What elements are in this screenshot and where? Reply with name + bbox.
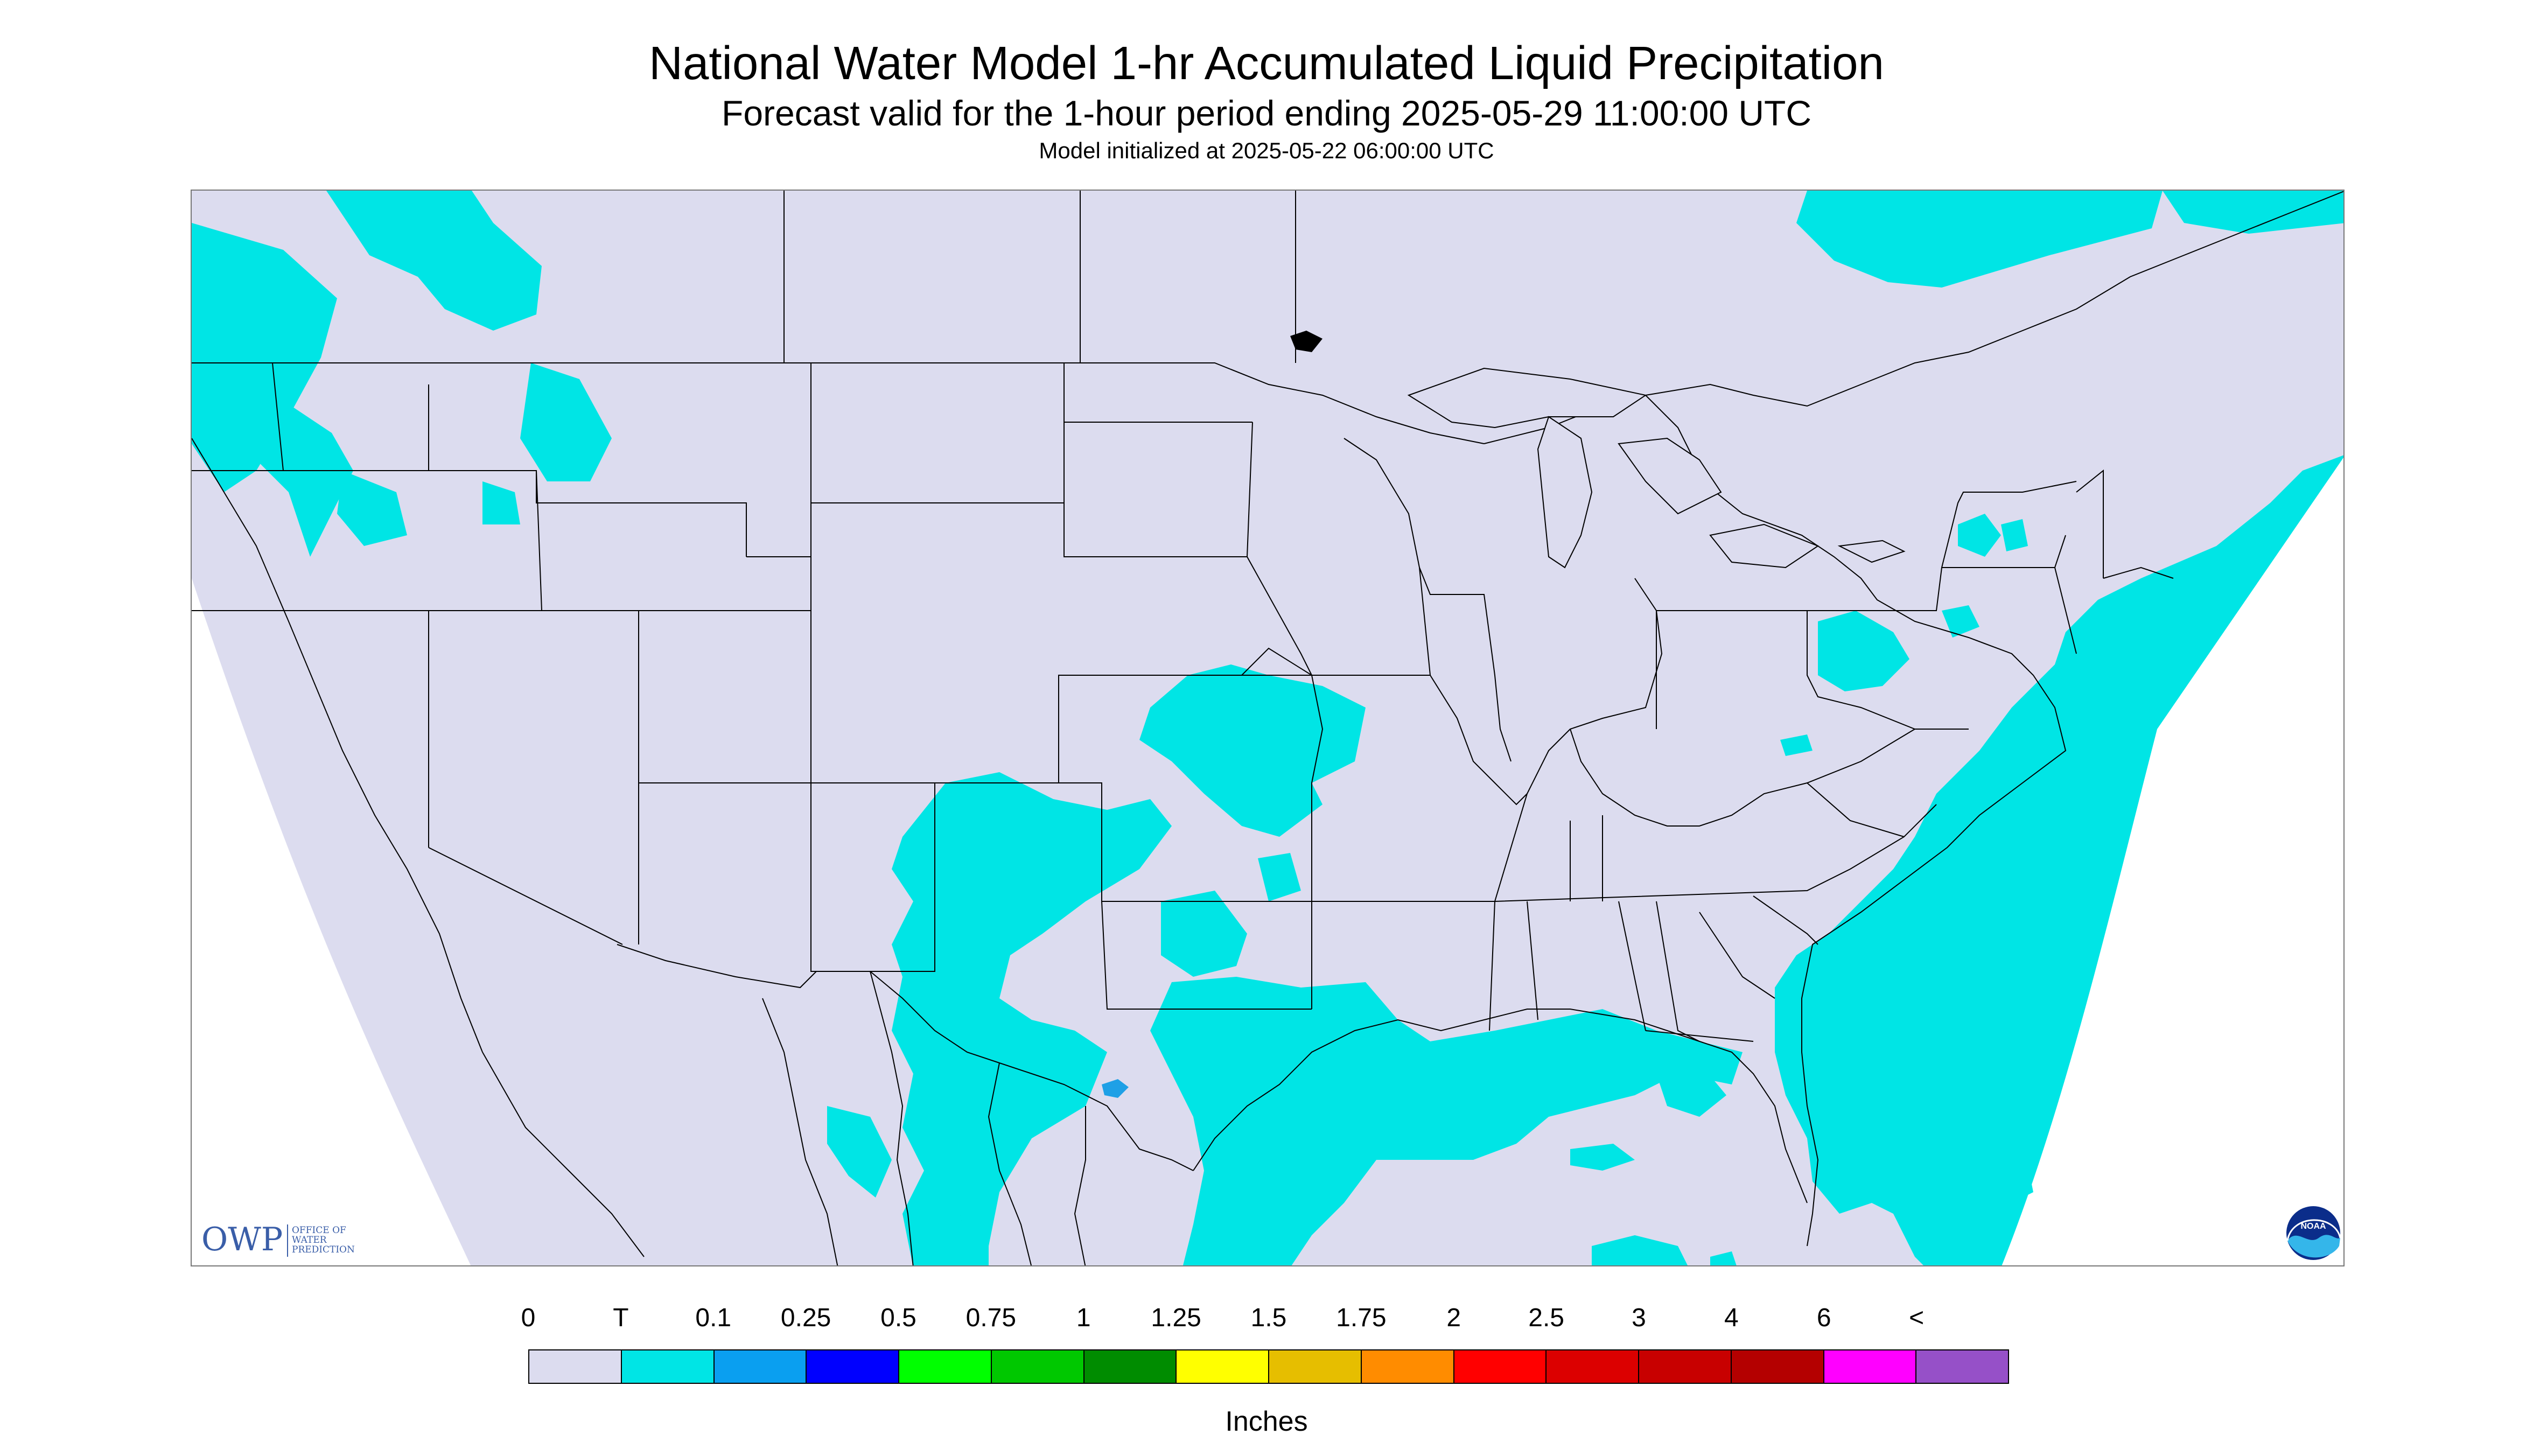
legend-swatch xyxy=(1361,1350,1454,1383)
map-subtitle: Forecast valid for the 1-hour period end… xyxy=(722,93,1811,133)
lake-of-the-woods xyxy=(1290,331,1323,352)
legend-swatch xyxy=(1916,1350,2008,1383)
legend-tick-label: 3 xyxy=(1632,1304,1646,1332)
legend-tick-label: 0.75 xyxy=(965,1304,1017,1332)
legend-swatch xyxy=(1639,1350,1732,1383)
great-lakes xyxy=(1407,367,1906,569)
trace-precip-areas xyxy=(192,191,2343,1265)
legend-swatch xyxy=(991,1350,1084,1383)
legend-tick-label: < xyxy=(1909,1304,1925,1332)
map-title: National Water Model 1-hr Accumulated Li… xyxy=(649,37,1884,89)
legend-tick-label: 1 xyxy=(1076,1304,1091,1332)
legend-swatch xyxy=(1177,1350,1269,1383)
legend-tick-label: 4 xyxy=(1724,1304,1739,1332)
owp-logo-line-2: WATER xyxy=(292,1235,327,1245)
legend-swatch xyxy=(1269,1350,1362,1383)
legend-swatch xyxy=(807,1350,899,1383)
legend-swatch xyxy=(1547,1350,1639,1383)
legend-tick-label: 6 xyxy=(1816,1304,1831,1332)
model-init-line: Model initialized at 2025-05-22 06:00:00… xyxy=(1039,138,1494,163)
legend-tick-label: T xyxy=(613,1304,629,1332)
legend-swatch xyxy=(1454,1350,1547,1383)
owp-logo-line-1: OFFICE OF xyxy=(292,1225,346,1236)
legend-units-label: Inches xyxy=(1225,1406,1308,1437)
legend-color-bar xyxy=(528,1349,2009,1384)
owp-logo: OWP OFFICE OF WATER PREDICTION xyxy=(201,1221,355,1258)
legend-swatch xyxy=(1824,1350,1917,1383)
legend-swatch xyxy=(714,1350,807,1383)
noaa-logo: NOAA xyxy=(2286,1206,2341,1260)
mexico-boundaries xyxy=(762,971,1086,1265)
legend-tick-label: 2.5 xyxy=(1528,1304,1564,1332)
owp-logo-line-3: PREDICTION xyxy=(292,1244,355,1255)
precipitation-map: OWP OFFICE OF WATER PREDICTION NOAA xyxy=(191,190,2345,1266)
legend-tick-label: 1.75 xyxy=(1336,1304,1387,1332)
legend-labels: 0 T 0.1 0.25 0.5 0.75 1 1.25 1.5 1.75 2 2.5 3 4 6 < xyxy=(0,1303,2533,1335)
legend-swatch xyxy=(621,1350,715,1383)
legend-tick-label: 1.25 xyxy=(1151,1304,1201,1332)
legend-tick-label: 0.5 xyxy=(880,1304,916,1332)
noaa-logo-text: NOAA xyxy=(2300,1222,2326,1231)
owp-logo-mark: OWP xyxy=(201,1221,283,1258)
legend-tick-label: 0.25 xyxy=(780,1304,831,1332)
legend-tick-label: 1.5 xyxy=(1250,1304,1287,1332)
legend-swatch xyxy=(529,1350,622,1383)
legend-tick-label: 0 xyxy=(521,1304,536,1332)
legend-tick-label: 2 xyxy=(1446,1304,1461,1332)
legend-swatch xyxy=(1731,1350,1824,1383)
legend-tick-label: 0.1 xyxy=(695,1304,732,1332)
light-blue-precip-spot xyxy=(1102,1079,1129,1098)
legend-swatch xyxy=(1084,1350,1177,1383)
legend-swatch xyxy=(899,1350,992,1383)
